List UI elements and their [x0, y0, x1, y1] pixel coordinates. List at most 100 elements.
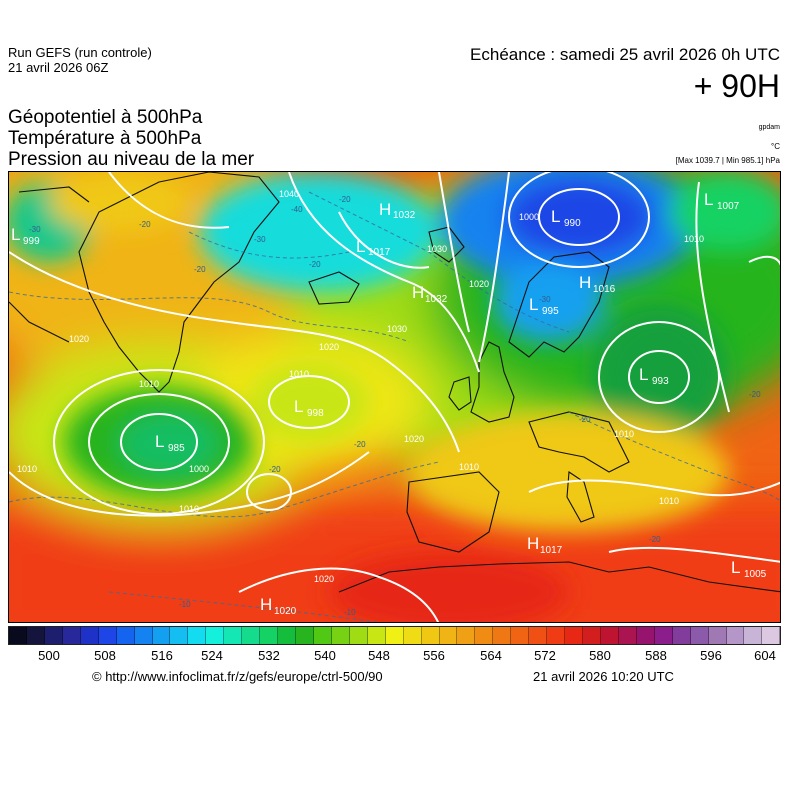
source-credit-link[interactable]: © http://www.infoclimat.fr/z/gefs/europe…	[92, 669, 383, 684]
isobar-label: 1010	[684, 234, 704, 244]
scale-tick: 516	[151, 648, 173, 663]
color-scale-swatch	[672, 627, 691, 644]
color-scale-swatch	[224, 627, 243, 644]
pressure-center: L 1007	[704, 190, 740, 212]
isobar-label: 1020	[469, 279, 489, 289]
pressure-center: L 999	[11, 225, 40, 247]
pressure-center: L 998	[294, 397, 324, 419]
color-scale-swatch	[565, 627, 583, 644]
color-scale-swatch	[547, 627, 566, 644]
validity-time: Echéance : samedi 25 avril 2026 0h UTC	[470, 45, 780, 64]
pressure-center: H 1016	[579, 273, 616, 295]
color-scale-swatch	[62, 627, 81, 644]
system-value: 1007	[717, 201, 740, 212]
system-letter: L	[704, 190, 713, 209]
color-scale-swatch	[403, 627, 422, 644]
scale-tick: 532	[258, 648, 280, 663]
isobar-label: 1020	[314, 574, 334, 584]
weather-map-svg: 1040 1030 1020 1010 1000 1010 1020 1020 …	[9, 172, 780, 622]
issued-time: 21 avril 2026 10:20 UTC	[533, 669, 674, 684]
color-scale-swatch	[349, 627, 368, 644]
scale-tick: 524	[201, 648, 223, 663]
isotherm-label: -30	[539, 295, 551, 304]
isotherm-label: -20	[339, 195, 351, 204]
field-geopotential: Géopotentiel à 500hPa	[8, 107, 203, 128]
color-scale-swatch	[439, 627, 458, 644]
color-scale-swatch	[690, 627, 709, 644]
color-scale-swatch	[726, 627, 745, 644]
system-value: 1032	[425, 294, 448, 305]
geopotential-shading	[9, 172, 780, 622]
system-letter: H	[527, 534, 539, 553]
scale-tick: 548	[368, 648, 390, 663]
color-scale-bar	[8, 626, 781, 645]
color-scale-swatch	[116, 627, 135, 644]
isobar-label: 1010	[179, 504, 199, 514]
pressure-center: L 990	[551, 207, 581, 229]
isobar-label: 1000	[189, 464, 209, 474]
system-value: 999	[23, 236, 40, 247]
scale-tick: 596	[700, 648, 722, 663]
isobar-labels: 1040 1030 1020 1010 1000 1010 1020 1020 …	[17, 189, 704, 584]
color-scale-swatch	[80, 627, 99, 644]
color-scale-swatch	[744, 627, 763, 644]
scale-tick: 508	[94, 648, 116, 663]
system-letter: L	[639, 365, 648, 384]
isotherm-label: -20	[309, 260, 321, 269]
isotherm-label: -20	[139, 220, 151, 229]
color-scale-swatch	[457, 627, 476, 644]
scale-tick: 540	[314, 648, 336, 663]
isotherm-labels: -40 -30 -30 -20 -20 -20 -20 -20 -10 -10 …	[29, 195, 761, 617]
system-letter: L	[11, 225, 20, 244]
isobar-label: 1020	[404, 434, 424, 444]
isobar-label: 1010	[17, 464, 37, 474]
pressure-systems: H 1032 L 1017 L 990 L 1007 L 999 H 1016 L 995 H…	[11, 190, 767, 617]
pressure-center: L 993	[639, 365, 669, 387]
isobar-label: 1010	[459, 462, 479, 472]
color-scale-swatch	[331, 627, 350, 644]
color-scale-swatch	[98, 627, 117, 644]
temperature-isotherms	[9, 191, 780, 622]
color-scale-swatch	[9, 627, 27, 644]
isotherm-label: -40	[291, 205, 303, 214]
system-letter: H	[579, 273, 591, 292]
color-scale-swatch	[654, 627, 673, 644]
scale-tick: 500	[38, 648, 60, 663]
unit-temperature: °C	[771, 142, 780, 151]
color-scale-swatch	[188, 627, 207, 644]
field-temperature: Température à 500hPa	[8, 128, 202, 149]
color-scale-swatch	[134, 627, 153, 644]
color-scale-swatch	[152, 627, 171, 644]
color-scale-swatch	[170, 627, 189, 644]
isotherm-label: -20	[194, 265, 206, 274]
isotherm-label: -20	[579, 415, 591, 424]
color-scale-swatch	[296, 627, 314, 644]
isobar-label: 1040	[279, 189, 299, 199]
scale-tick: 564	[480, 648, 502, 663]
system-letter: L	[529, 295, 538, 314]
color-scale-swatch	[367, 627, 386, 644]
color-scale-swatch	[618, 627, 637, 644]
coastlines	[9, 172, 780, 593]
pressure-center: H 1032	[379, 200, 416, 221]
system-value: 1016	[593, 284, 616, 295]
system-value: 995	[542, 306, 559, 317]
pressure-center: L 985	[155, 432, 185, 454]
isotherm-label: -20	[649, 535, 661, 544]
system-value: 1017	[540, 545, 563, 556]
scale-tick: 556	[423, 648, 445, 663]
color-scale-swatch	[44, 627, 63, 644]
system-letter: L	[356, 237, 365, 256]
color-scale-swatch	[385, 627, 404, 644]
isotherm-label: -20	[749, 390, 761, 399]
system-value: 993	[652, 376, 669, 387]
scale-tick: 604	[754, 648, 776, 663]
color-scale-swatch	[26, 627, 45, 644]
system-value: 1005	[744, 569, 767, 580]
run-date: 21 avril 2026 06Z	[8, 60, 109, 75]
system-value: 1017	[368, 247, 391, 258]
isotherm-label: -30	[29, 225, 41, 234]
pressure-center: H 1032	[412, 283, 448, 305]
pressure-center: L 1005	[731, 558, 767, 580]
scale-tick: 588	[645, 648, 667, 663]
